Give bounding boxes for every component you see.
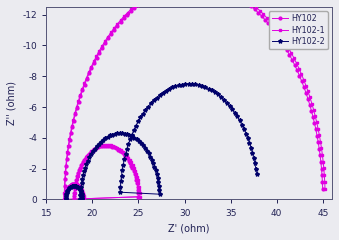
HY102-1 [63, 193, 67, 196]
HY102 [321, 187, 325, 190]
HY102 [319, 161, 323, 163]
Y-axis label: Z'' (ohm): Z'' (ohm) [7, 81, 17, 125]
HY102-2 [158, 94, 162, 96]
HY102 [63, 198, 67, 201]
HY102 [78, 186, 82, 189]
HY102-1 [82, 198, 86, 201]
X-axis label: Z' (ohm): Z' (ohm) [168, 223, 210, 233]
HY102 [63, 193, 67, 196]
HY102-1 [78, 186, 82, 189]
HY102-2 [80, 198, 84, 201]
Line: HY102-1: HY102-1 [63, 0, 326, 201]
HY102-1 [63, 198, 67, 201]
HY102-1 [323, 187, 327, 190]
HY102 [81, 198, 85, 201]
HY102-1 [76, 172, 80, 174]
HY102 [129, 164, 133, 167]
HY102-1 [321, 160, 325, 163]
HY102-2 [246, 137, 250, 140]
HY102-2 [82, 170, 86, 173]
HY102-2 [187, 83, 191, 85]
HY102-2 [64, 198, 68, 201]
Legend: HY102, HY102-1, HY102-2: HY102, HY102-1, HY102-2 [268, 11, 328, 49]
HY102-2 [119, 180, 123, 183]
Line: HY102-2: HY102-2 [63, 82, 259, 202]
HY102 [76, 172, 80, 175]
HY102-2 [157, 185, 161, 187]
HY102-1 [131, 164, 135, 167]
HY102-2 [255, 173, 259, 176]
HY102 [297, 74, 301, 77]
HY102-2 [225, 101, 229, 104]
HY102-1 [299, 73, 303, 76]
Line: HY102: HY102 [63, 0, 324, 201]
